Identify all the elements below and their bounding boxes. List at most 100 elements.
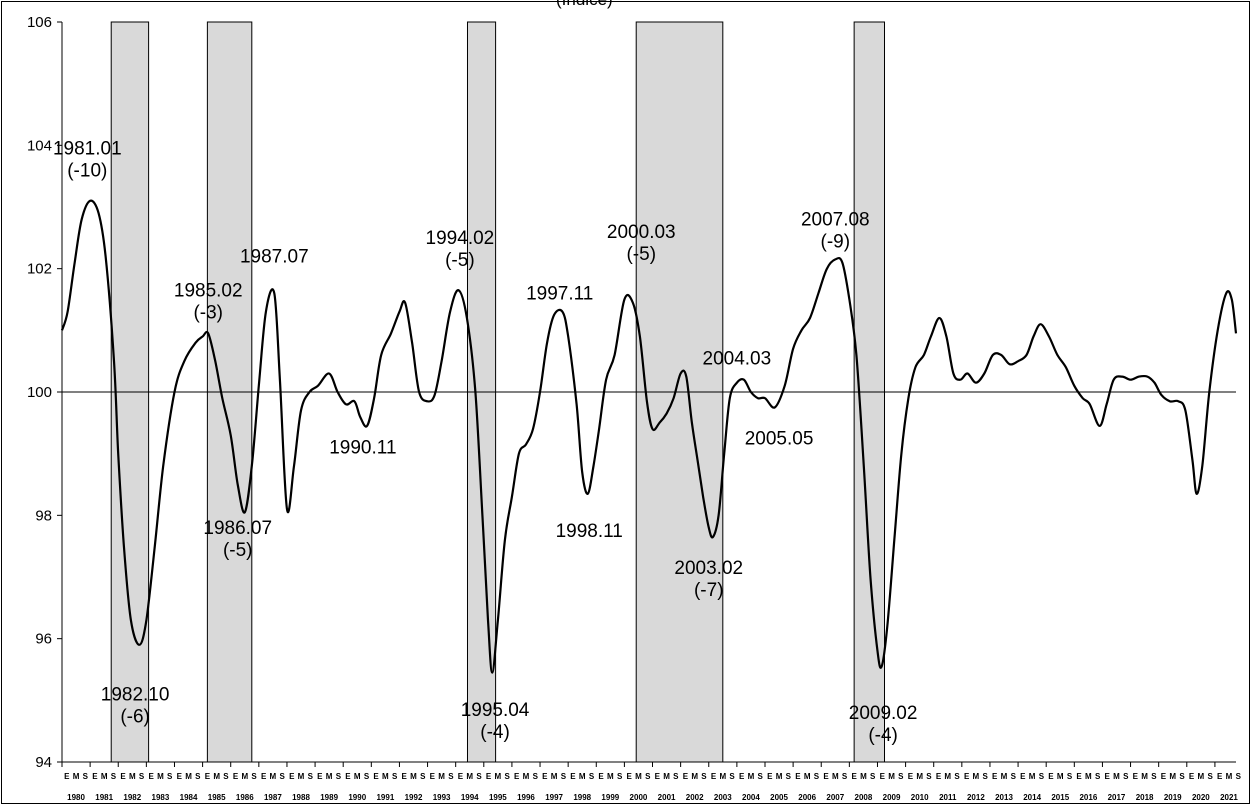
y-tick-label: 104 (27, 137, 52, 154)
x-month-label: E (402, 772, 408, 781)
x-month-label: S (392, 772, 398, 781)
annotation-label: 1987.07 (240, 247, 309, 268)
annotation-label: 1986.07 (203, 518, 272, 539)
x-month-label: M (298, 772, 305, 781)
x-year-label: 2021 (1220, 793, 1238, 802)
x-month-label: E (1133, 772, 1139, 781)
annotation-label: (-4) (868, 725, 898, 746)
x-month-label: E (373, 772, 379, 781)
x-month-label: S (898, 772, 904, 781)
x-month-label: M (523, 772, 530, 781)
x-year-label: 1987 (264, 793, 282, 802)
x-year-label: 2006 (798, 793, 816, 802)
x-month-label: E (1105, 772, 1111, 781)
x-month-label: S (645, 772, 651, 781)
x-year-label: 2001 (658, 793, 676, 802)
x-month-label: S (954, 772, 960, 781)
x-month-label: E (345, 772, 351, 781)
annotation-label: 2005.05 (745, 428, 814, 449)
x-month-label: E (92, 772, 98, 781)
x-month-label: E (1189, 772, 1195, 781)
x-year-label: 2009 (883, 793, 901, 802)
x-month-label: M (73, 772, 80, 781)
annotation-label: (-6) (120, 706, 150, 727)
x-month-label: E (458, 772, 464, 781)
x-month-label: S (1151, 772, 1157, 781)
x-month-label: E (936, 772, 942, 781)
x-month-label: M (157, 772, 164, 781)
x-month-label: M (495, 772, 502, 781)
x-month-label: M (241, 772, 248, 781)
x-month-label: E (964, 772, 970, 781)
x-month-label: M (1226, 772, 1233, 781)
x-month-label: M (748, 772, 755, 781)
x-month-label: M (213, 772, 220, 781)
x-month-label: S (195, 772, 201, 781)
x-month-label: M (1029, 772, 1036, 781)
x-month-label: E (514, 772, 520, 781)
x-month-label: M (1001, 772, 1008, 781)
x-year-label: 1989 (320, 793, 338, 802)
x-month-label: S (758, 772, 764, 781)
x-month-label: E (1161, 772, 1167, 781)
x-month-label: S (1236, 772, 1242, 781)
x-month-label: E (1217, 772, 1223, 781)
x-month-label: E (598, 772, 604, 781)
annotation-label: (-7) (694, 580, 724, 601)
x-year-label: 1984 (180, 793, 198, 802)
x-month-label: E (64, 772, 70, 781)
x-year-label: 2020 (1192, 793, 1210, 802)
x-month-label: E (317, 772, 323, 781)
x-month-label: E (148, 772, 154, 781)
x-month-label: S (729, 772, 735, 781)
x-month-label: S (786, 772, 792, 781)
x-month-label: E (992, 772, 998, 781)
x-month-label: M (129, 772, 136, 781)
x-month-label: S (251, 772, 257, 781)
x-month-label: E (655, 772, 661, 781)
x-year-label: 1994 (461, 793, 479, 802)
x-year-label: 1985 (208, 793, 226, 802)
x-month-label: E (683, 772, 689, 781)
x-year-label: 1995 (489, 793, 507, 802)
series-line (60, 199, 1238, 674)
x-month-label: E (486, 772, 492, 781)
x-year-label: 2005 (770, 793, 788, 802)
x-month-label: S (336, 772, 342, 781)
annotation-label: 2007.08 (801, 210, 870, 231)
annotation-label: (-10) (67, 161, 107, 182)
x-month-label: S (223, 772, 229, 781)
x-month-label: S (870, 772, 876, 781)
x-month-label: S (448, 772, 454, 781)
x-month-label: S (1207, 772, 1213, 781)
x-month-label: S (982, 772, 988, 781)
x-month-label: M (663, 772, 670, 781)
x-month-label: M (607, 772, 614, 781)
x-month-label: M (354, 772, 361, 781)
x-month-label: S (533, 772, 539, 781)
x-month-label: M (270, 772, 277, 781)
x-month-label: S (1095, 772, 1101, 781)
x-month-label: S (673, 772, 679, 781)
x-year-label: 1982 (123, 793, 141, 802)
x-month-label: S (476, 772, 482, 781)
x-month-label: M (888, 772, 895, 781)
annotation-label: 1995.04 (461, 700, 530, 721)
x-month-label: M (1113, 772, 1120, 781)
annotation-label: 1997.11 (526, 284, 593, 305)
annotation-label: (-5) (223, 540, 253, 561)
y-tick-label: 106 (27, 14, 52, 31)
x-month-label: S (561, 772, 567, 781)
x-month-label: E (233, 772, 239, 781)
x-month-label: E (261, 772, 267, 781)
x-month-label: S (589, 772, 595, 781)
x-month-label: S (1179, 772, 1185, 781)
annotation-label: (-5) (445, 250, 475, 271)
x-year-label: 2019 (1164, 793, 1182, 802)
x-month-label: S (308, 772, 314, 781)
x-month-label: E (908, 772, 914, 781)
